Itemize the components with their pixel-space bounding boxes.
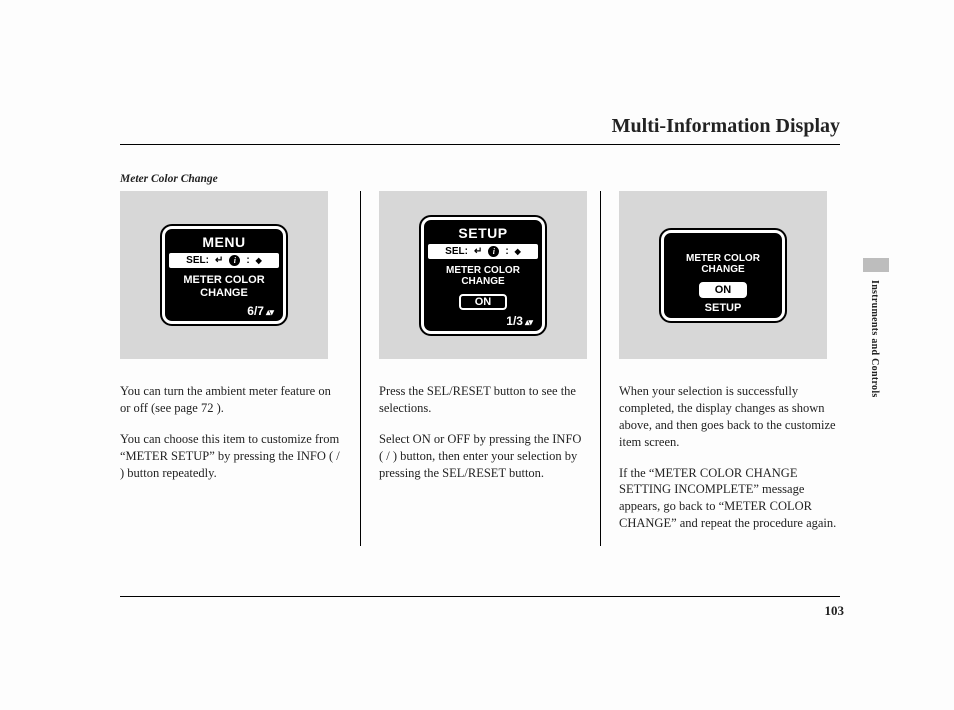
lcd-header: MENU xyxy=(165,233,283,251)
column-2: SETUP SEL: i: METER COLOR CHANGE ON 1/3 … xyxy=(360,191,600,546)
sel-label: SEL: xyxy=(186,255,209,266)
paragraph: When your selection is successfully comp… xyxy=(619,383,840,451)
enter-icon xyxy=(474,246,482,257)
lcd-frame-1: MENU SEL: i: METER COLOR CHANGE 6/7 xyxy=(120,191,328,359)
updown-icon xyxy=(256,255,262,266)
lcd-counter: 6/7 xyxy=(165,304,283,319)
info-icon: i xyxy=(488,246,499,257)
manual-page: Multi-Information Display Meter Color Ch… xyxy=(120,115,840,546)
lcd-body: METER COLOR CHANGE xyxy=(664,249,782,280)
lcd-screen-2: SETUP SEL: i: METER COLOR CHANGE ON 1/3 xyxy=(421,217,545,334)
lcd-body: METER COLOR CHANGE xyxy=(424,261,542,292)
page-number: 103 xyxy=(825,603,845,619)
updown-icon xyxy=(515,246,521,257)
paragraph: You can choose this item to customize fr… xyxy=(120,431,342,482)
column-3: METER COLOR CHANGE ON SETUP When your se… xyxy=(600,191,840,546)
lcd-setup-footer: SETUP xyxy=(664,302,782,316)
lcd-screen-1: MENU SEL: i: METER COLOR CHANGE 6/7 xyxy=(162,226,286,323)
lcd-sel-row: SEL: i: xyxy=(428,244,538,259)
lcd-header: SETUP xyxy=(424,224,542,242)
enter-icon xyxy=(215,255,223,266)
info-icon: i xyxy=(229,255,240,266)
lcd-counter: 1/3 xyxy=(424,314,542,329)
section-side-label: Instruments and Controls xyxy=(869,280,880,398)
paragraph: You can turn the ambient meter feature o… xyxy=(120,383,342,417)
paragraph: If the “METER COLOR CHANGE SETTING INCOM… xyxy=(619,465,840,533)
lcd-sel-row: SEL: i: xyxy=(169,253,279,268)
lcd-body: METER COLOR CHANGE xyxy=(165,270,283,303)
column-1: MENU SEL: i: METER COLOR CHANGE 6/7 You … xyxy=(120,191,360,546)
lcd-frame-2: SETUP SEL: i: METER COLOR CHANGE ON 1/3 xyxy=(379,191,587,359)
side-tab xyxy=(863,258,889,272)
title-row: Multi-Information Display xyxy=(120,115,840,145)
paragraph: Press the SEL/RESET button to see the se… xyxy=(379,383,582,417)
lcd-screen-3: METER COLOR CHANGE ON SETUP xyxy=(661,230,785,321)
sel-label: SEL: xyxy=(445,246,468,257)
columns: MENU SEL: i: METER COLOR CHANGE 6/7 You … xyxy=(120,191,840,546)
lcd-frame-3: METER COLOR CHANGE ON SETUP xyxy=(619,191,827,359)
paragraph: Select ON or OFF by pressing the INFO ( … xyxy=(379,431,582,482)
lcd-on-pill: ON xyxy=(459,294,508,310)
footer-rule xyxy=(120,596,840,597)
subheading: Meter Color Change xyxy=(120,173,840,185)
page-title: Multi-Information Display xyxy=(612,115,840,138)
lcd-on-pill: ON xyxy=(699,282,748,298)
